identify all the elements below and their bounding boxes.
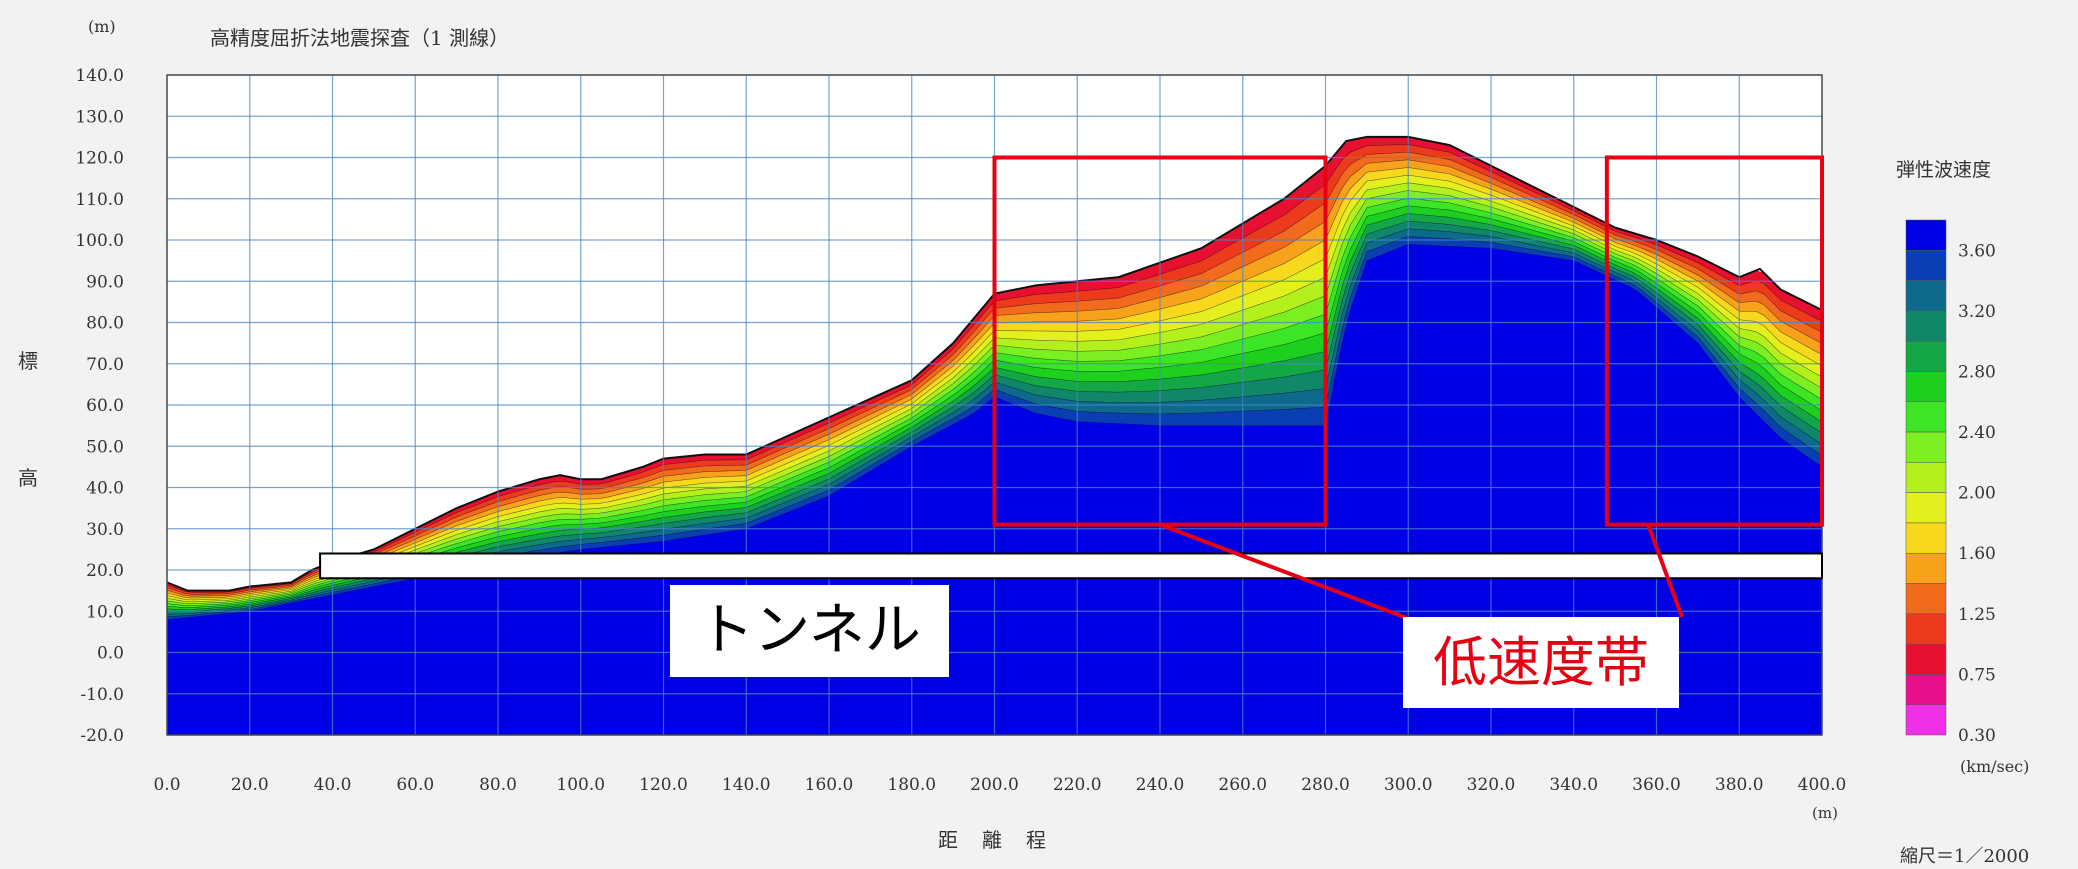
colorbar-swatch — [1905, 704, 1947, 736]
x-tick-label: 140.0 — [722, 775, 771, 795]
colorbar-title: 弾性波速度 — [1896, 159, 1991, 181]
y-unit-label: (m) — [88, 17, 116, 36]
colorbar-label: 1.25 — [1958, 605, 1996, 625]
colorbar: 3.60 3.20 2.80 2.40 2.00 1.60 1.25 0.75 0.30 — [1905, 219, 1996, 746]
x-tick-label: 80.0 — [479, 775, 517, 795]
colorbar-swatch — [1905, 492, 1947, 524]
colorbar-swatch — [1905, 280, 1947, 312]
colorbar-swatch — [1905, 613, 1947, 645]
y-axis-ticks: 140.0 130.0 120.0 110.0 100.0 90.0 80.0 70.0 60.… — [75, 66, 124, 746]
x-tick-label: 220.0 — [1053, 775, 1102, 795]
x-axis-label-char-2: 離 — [982, 828, 1002, 852]
tunnel-box — [319, 552, 1823, 580]
x-tick-label: 120.0 — [639, 775, 688, 795]
y-tick-label: 90.0 — [86, 272, 124, 292]
colorbar-unit: (km/sec) — [1960, 757, 2029, 776]
colorbar-swatch — [1905, 371, 1947, 403]
y-tick-label: 40.0 — [86, 479, 124, 499]
x-tick-label: 180.0 — [887, 775, 936, 795]
scale-note: 縮尺＝1／2000 — [1900, 846, 2029, 867]
colorbar-label: 0.75 — [1958, 665, 1996, 685]
colorbar-swatch — [1905, 522, 1947, 554]
y-tick-label: -10.0 — [80, 685, 124, 705]
y-tick-label: 80.0 — [86, 314, 124, 334]
y-tick-label: 0.0 — [97, 644, 124, 664]
y-tick-label: -20.0 — [80, 726, 124, 746]
chart-title: 高精度屈折法地震探査（1 測線） — [210, 26, 509, 50]
x-tick-label: 160.0 — [805, 775, 854, 795]
colorbar-label: 1.60 — [1958, 544, 1996, 564]
low-velocity-zone-label: 低速度帯 — [1403, 617, 1679, 708]
y-tick-label: 130.0 — [75, 107, 124, 127]
x-unit-label: (m) — [1812, 804, 1838, 822]
colorbar-label: 2.80 — [1958, 362, 1996, 382]
x-tick-label: 100.0 — [556, 775, 605, 795]
ground-surface-line — [166, 135, 1823, 592]
y-tick-label: 70.0 — [86, 355, 124, 375]
colorbar-swatch — [1905, 340, 1947, 372]
colorbar-label: 2.00 — [1958, 484, 1996, 504]
x-tick-label: 260.0 — [1218, 775, 1267, 795]
x-tick-label: 240.0 — [1136, 775, 1185, 795]
colorbar-swatch — [1905, 552, 1947, 584]
y-tick-label: 10.0 — [86, 602, 124, 622]
y-tick-label: 60.0 — [86, 396, 124, 416]
y-tick-label: 110.0 — [75, 190, 124, 210]
x-tick-label: 200.0 — [970, 775, 1019, 795]
colorbar-label: 3.60 — [1958, 241, 1996, 261]
low-velocity-leader-left — [1159, 522, 1413, 622]
x-tick-label: 40.0 — [314, 775, 352, 795]
colorbar-swatch — [1905, 250, 1947, 281]
y-tick-label: 120.0 — [75, 149, 124, 169]
x-tick-label: 300.0 — [1384, 775, 1433, 795]
colorbar-swatch — [1905, 674, 1947, 705]
y-tick-label: 30.0 — [86, 520, 124, 540]
colorbar-swatch — [1905, 462, 1947, 493]
colorbar-label: 0.30 — [1958, 726, 1996, 746]
x-tick-label: 400.0 — [1798, 775, 1847, 795]
colorbar-label: 2.40 — [1958, 423, 1996, 443]
y-tick-label: 100.0 — [75, 231, 124, 251]
x-tick-label: 280.0 — [1301, 775, 1350, 795]
colorbar-swatch — [1905, 583, 1947, 615]
y-tick-label: 140.0 — [75, 66, 124, 86]
x-tick-label: 20.0 — [231, 775, 269, 795]
y-tick-label: 20.0 — [86, 561, 124, 581]
x-tick-label: 340.0 — [1549, 775, 1598, 795]
y-tick-label: 50.0 — [86, 437, 124, 457]
colorbar-swatch — [1905, 401, 1947, 433]
colorbar-label: 3.20 — [1958, 302, 1996, 322]
x-axis-label-char-1: 距 — [938, 828, 958, 852]
x-tick-label: 320.0 — [1467, 775, 1516, 795]
x-tick-label: 380.0 — [1715, 775, 1764, 795]
low-velocity-leader-right — [1646, 523, 1684, 618]
x-tick-label: 0.0 — [153, 775, 180, 795]
y-axis-label-char-1: 標 — [18, 349, 38, 373]
colorbar-swatch — [1905, 643, 1947, 675]
tunnel-label: トンネル — [670, 585, 949, 677]
x-tick-label: 360.0 — [1632, 775, 1681, 795]
y-axis-label-char-2: 高 — [18, 466, 38, 490]
x-tick-label: 60.0 — [396, 775, 434, 795]
x-axis-ticks: 0.0 20.0 40.0 60.0 80.0 100.0 120.0 140.0 160.0 1… — [153, 775, 1846, 795]
annotation-overlay — [319, 155, 1824, 622]
colorbar-swatch — [1905, 219, 1947, 251]
colorbar-swatch — [1905, 310, 1947, 342]
x-axis-label-char-3: 程 — [1026, 828, 1046, 852]
low-velocity-zone-box — [1604, 155, 1824, 527]
colorbar-swatch — [1905, 431, 1947, 463]
